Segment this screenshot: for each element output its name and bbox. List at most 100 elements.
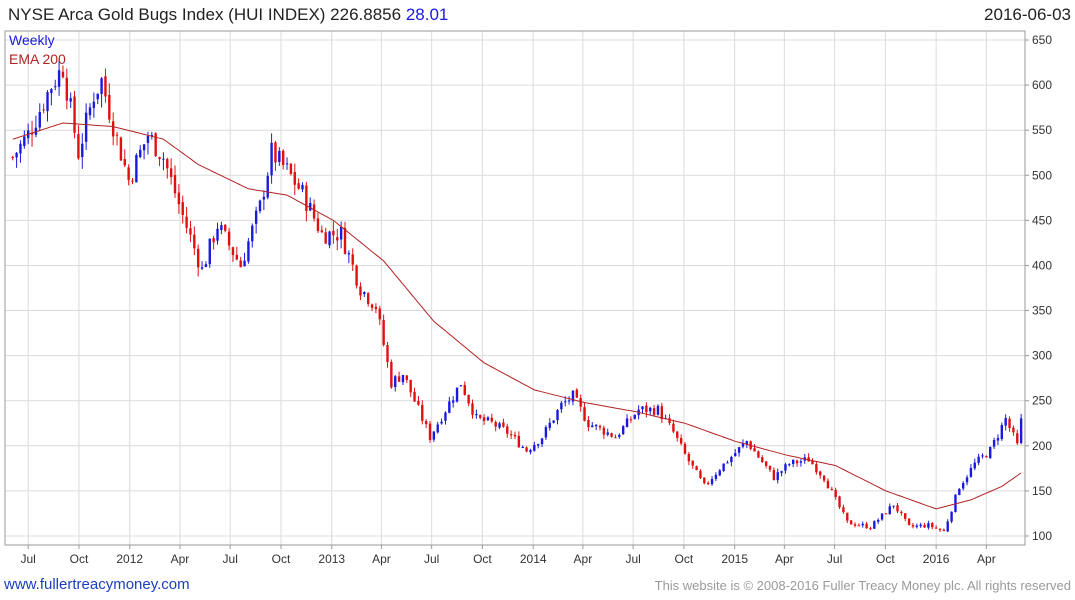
candle — [927, 520, 930, 530]
candle-body — [753, 448, 756, 452]
candle-body — [699, 470, 702, 478]
candle — [42, 103, 45, 114]
candle-body — [196, 248, 200, 268]
candle — [108, 83, 111, 123]
candle-body — [788, 464, 791, 466]
candle — [309, 197, 312, 212]
candle-body — [621, 426, 625, 435]
y-tick-label: 200 — [1032, 439, 1052, 453]
candle — [328, 230, 331, 249]
candle-body — [77, 134, 80, 159]
x-tick-label: Jul — [21, 552, 36, 566]
candle-body — [204, 264, 208, 268]
candle-body — [838, 496, 841, 508]
candle — [540, 438, 544, 448]
candle — [486, 416, 490, 422]
candle — [196, 244, 200, 277]
candle-body — [583, 407, 586, 421]
candle — [1012, 425, 1015, 436]
candle — [65, 68, 69, 110]
candle-body — [479, 415, 482, 418]
candle-body — [258, 200, 262, 212]
candle — [451, 396, 455, 408]
candle-body — [382, 320, 385, 345]
x-tick-label: Oct — [272, 552, 291, 566]
candle-body — [428, 423, 432, 440]
candle-body — [150, 135, 154, 137]
candle — [853, 522, 857, 528]
candle — [258, 199, 262, 214]
candle — [274, 140, 277, 171]
candle-body — [444, 412, 447, 421]
grid-lines — [5, 31, 1025, 545]
candle-body — [38, 111, 41, 128]
candle — [579, 394, 582, 412]
y-tick-label: 150 — [1032, 484, 1052, 498]
candle — [185, 206, 188, 234]
candle-body — [780, 471, 783, 473]
candle — [1004, 414, 1007, 431]
x-tick-label: Jul — [625, 552, 640, 566]
candle-body — [227, 231, 231, 246]
y-tick-label: 600 — [1032, 78, 1052, 92]
candle — [873, 520, 876, 529]
candle — [610, 432, 613, 438]
candle — [84, 103, 88, 150]
legend-ema-200: EMA 200 — [9, 51, 66, 67]
candle — [173, 165, 177, 198]
candle-body — [316, 218, 320, 231]
candle-body — [633, 414, 636, 419]
candle — [958, 487, 961, 496]
candle — [189, 221, 192, 243]
candle-body — [548, 422, 551, 428]
candle-body — [73, 96, 76, 133]
candle — [448, 396, 451, 414]
candle — [780, 470, 783, 477]
website-link[interactable]: www.fullertreacymoney.com — [4, 576, 190, 593]
y-tick-label: 250 — [1032, 394, 1052, 408]
candle — [316, 212, 320, 234]
candle — [892, 505, 895, 509]
candle-body — [536, 444, 540, 446]
candle — [791, 459, 795, 468]
candle-body — [289, 163, 293, 174]
candle — [695, 465, 698, 471]
candle-body — [185, 216, 188, 228]
candle-body — [339, 227, 343, 240]
candle — [703, 477, 706, 485]
candle-body — [996, 438, 1000, 441]
candle — [795, 459, 799, 467]
candle-body — [305, 185, 308, 211]
y-tick-label: 300 — [1032, 349, 1052, 363]
candle — [811, 458, 814, 465]
candle-body — [498, 423, 501, 428]
candle — [115, 131, 119, 146]
candle — [788, 463, 791, 467]
candle — [710, 476, 714, 486]
candle-body — [610, 433, 613, 437]
candle — [293, 163, 296, 196]
candle — [386, 342, 389, 368]
candle — [904, 513, 907, 522]
candle-body — [278, 151, 281, 162]
candle-body — [846, 512, 849, 521]
candle-body — [11, 156, 14, 158]
candle — [19, 140, 22, 163]
candle-body — [652, 408, 656, 415]
candle-body — [297, 183, 300, 189]
x-tick-label: Apr — [574, 552, 593, 566]
candle-body — [216, 228, 219, 241]
candle-body — [243, 260, 246, 267]
candle-body — [65, 77, 69, 101]
candle-body — [320, 230, 324, 233]
candle — [973, 458, 976, 471]
candle-body — [19, 143, 22, 154]
candle — [618, 433, 621, 439]
candle-body — [564, 401, 567, 403]
plot-frame — [4, 30, 1026, 546]
candle — [57, 59, 61, 96]
candle — [985, 455, 988, 458]
candle-body — [1016, 433, 1019, 444]
candle-body — [571, 390, 575, 402]
candle-body — [776, 472, 779, 481]
